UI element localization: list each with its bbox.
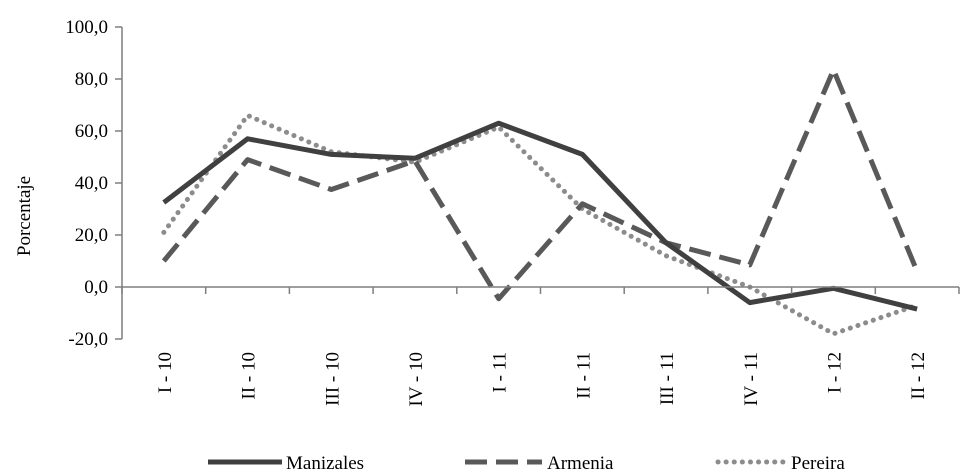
x-tick-label: IV - 11 (741, 352, 762, 406)
y-axis-title: Porcentaje (14, 176, 35, 256)
series-layer (161, 67, 920, 337)
y-tick-label: 80,0 (75, 69, 108, 90)
x-tick-label: III - 10 (322, 352, 343, 406)
legend: Manizales Armenia Pereira (208, 453, 845, 474)
legend-label-manizales: Manizales (286, 453, 364, 474)
y-tick-label: -20,0 (68, 329, 108, 350)
y-tick-label: 60,0 (75, 121, 108, 142)
x-tick-label: I - 10 (155, 352, 176, 393)
legend-label-pereira: Pereira (791, 453, 845, 474)
x-tick-label: II - 10 (239, 352, 260, 399)
x-tick-label: IV - 10 (406, 352, 427, 407)
x-tick-label: III - 11 (657, 352, 678, 405)
y-tick-label: 0,0 (84, 277, 108, 298)
y-tick-label: 40,0 (75, 173, 108, 194)
y-tick-label: 100,0 (65, 17, 108, 38)
x-tick-label: I - 12 (824, 352, 845, 393)
legend-label-armenia: Armenia (547, 453, 614, 474)
axis-layer: -20,0 0,0 20,0 40,0 60,0 80,0 100,0 I - 10 II - … (65, 17, 960, 407)
x-tick-label: I - 11 (490, 352, 511, 392)
x-tick-label: II - 12 (908, 352, 929, 399)
series-line-manizales (162, 120, 918, 312)
y-tick-label: 20,0 (75, 225, 108, 246)
series-line-pereira (161, 112, 920, 337)
x-tick-label: II - 11 (573, 352, 594, 399)
series-line-armenia (161, 67, 920, 302)
